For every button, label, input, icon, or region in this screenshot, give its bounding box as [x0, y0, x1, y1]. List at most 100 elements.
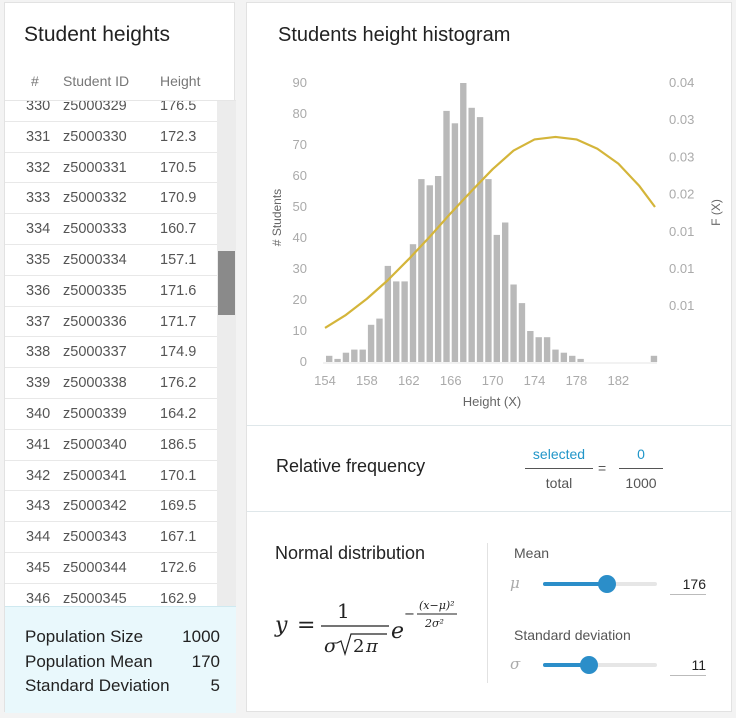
histogram-bar — [384, 265, 392, 362]
table-row[interactable]: 338 z5000337 174.9 — [5, 337, 217, 369]
std-dev-label: Standard Deviation — [25, 676, 170, 695]
table-row[interactable]: 333 z5000332 170.9 — [5, 183, 217, 215]
table-row[interactable]: 335 z5000334 157.1 — [5, 245, 217, 276]
histogram-bar — [476, 117, 484, 362]
histogram-bar — [376, 318, 383, 362]
table-row[interactable]: 344 z5000343 167.1 — [5, 522, 217, 553]
svg-text:σ: σ — [324, 635, 338, 657]
row-number: 336 — [26, 282, 51, 299]
row-student-id: z5000344 — [63, 559, 127, 576]
svg-text:2: 2 — [353, 636, 364, 657]
histogram-bar — [426, 185, 433, 362]
svg-text:=: = — [297, 613, 315, 638]
std-dev-slider-handle[interactable] — [579, 656, 598, 674]
row-number: 345 — [26, 559, 51, 576]
histogram-bar — [510, 284, 517, 362]
table-row[interactable]: 342 z5000341 170.1 — [5, 461, 217, 492]
column-header-height[interactable]: Height — [160, 73, 201, 89]
histogram-bar — [535, 337, 542, 362]
row-height: 172.3 — [160, 128, 197, 145]
x-tick-label: 166 — [440, 373, 462, 388]
y-tick-label: 80 — [293, 106, 307, 121]
scrollbar-thumb[interactable] — [218, 251, 235, 315]
row-student-id: z5000335 — [63, 282, 127, 299]
histogram-title: Students height histogram — [278, 24, 511, 46]
normal-distribution-formula: y = 1 σ 2 π e − (x−μ)² 2σ² — [274, 599, 457, 657]
x-tick-label: 158 — [356, 373, 378, 388]
histogram-bar — [409, 244, 417, 362]
y2-axis-label: F (X) — [709, 199, 723, 226]
histogram-bar — [650, 355, 658, 362]
x-tick-label: 170 — [482, 373, 504, 388]
mean-slider-handle[interactable] — [597, 575, 616, 593]
table-row[interactable]: 343 z5000342 169.5 — [5, 491, 217, 523]
histogram-bar — [451, 123, 459, 362]
y2-tick-label: 0.01 — [669, 298, 694, 313]
column-header-number[interactable]: # — [31, 73, 39, 89]
y-tick-label: 60 — [293, 168, 307, 183]
height-histogram-chart: 0 10 20 30 40 50 60 70 80 90 0.01 0.01 0.01 0.02 0.03 0… — [270, 75, 723, 409]
row-student-id: z5000329 — [63, 101, 127, 114]
row-number: 343 — [26, 498, 51, 515]
row-number: 341 — [26, 436, 51, 453]
table-row[interactable]: 331 z5000330 172.3 — [5, 122, 217, 153]
row-student-id: z5000333 — [63, 221, 127, 238]
y2-tick-label: 0.03 — [669, 112, 694, 127]
y-axis-label: # Students — [270, 189, 284, 246]
table-row[interactable]: 337 z5000336 171.7 — [5, 307, 217, 338]
histogram-bar — [569, 355, 576, 362]
row-height: 186.5 — [160, 436, 197, 453]
column-header-student-id[interactable]: Student ID — [63, 73, 130, 89]
row-student-id: z5000331 — [63, 159, 127, 176]
row-number: 332 — [26, 159, 51, 176]
x-tick-label: 178 — [566, 373, 588, 388]
table-row[interactable]: 339 z5000338 176.2 — [5, 368, 217, 399]
std-dev-slider-fill — [543, 663, 589, 667]
table-row[interactable]: 341 z5000340 186.5 — [5, 430, 217, 461]
y-tick-label: 10 — [293, 323, 307, 338]
row-height: 167.1 — [160, 529, 197, 546]
svg-text:e: e — [391, 619, 404, 644]
x-axis-label: Height (X) — [463, 394, 522, 409]
histogram-bar — [434, 176, 442, 362]
row-height: 169.5 — [160, 498, 197, 515]
table-row[interactable]: 345 z5000344 172.6 — [5, 553, 217, 584]
row-height: 170.1 — [160, 467, 197, 484]
table-row[interactable]: 334 z5000333 160.7 — [5, 214, 217, 245]
std-dev-value-field[interactable]: 11 — [670, 657, 706, 676]
histogram-bar — [577, 358, 584, 362]
mean-value-field[interactable]: 176 — [670, 576, 706, 595]
row-number: 340 — [26, 405, 51, 422]
histogram-bar — [502, 222, 509, 362]
table-row[interactable]: 332 z5000331 170.5 — [5, 153, 217, 184]
scrollbar-track[interactable] — [217, 101, 236, 606]
row-student-id: z5000338 — [63, 375, 127, 392]
row-student-id: z5000339 — [63, 405, 127, 422]
population-mean-value: 170 — [191, 652, 220, 671]
y-tick-label: 70 — [293, 137, 307, 152]
histogram-bar — [527, 331, 534, 362]
equals-sign: = — [598, 460, 607, 476]
mean-slider[interactable] — [543, 575, 657, 593]
std-dev-value: 5 — [210, 676, 220, 695]
std-dev-slider[interactable] — [543, 656, 657, 674]
table-row[interactable]: 340 z5000339 164.2 — [5, 399, 217, 430]
sigma-symbol: σ — [510, 655, 521, 673]
histogram-bar — [393, 281, 400, 362]
row-number: 346 — [26, 590, 51, 606]
table-body[interactable]: 330 z5000329 176.5 331 z5000330 172.3 332 z5000… — [5, 101, 236, 606]
total-count: 1000 — [625, 475, 657, 491]
row-height: 164.2 — [160, 405, 197, 422]
histogram-bar — [359, 349, 366, 362]
table-row[interactable]: 346 z5000345 162.9 — [5, 584, 217, 606]
table-row[interactable]: 336 z5000335 171.6 — [5, 276, 217, 307]
population-size-label: Population Size — [25, 627, 144, 646]
row-height: 172.6 — [160, 559, 197, 576]
svg-text:2σ²: 2σ² — [424, 617, 444, 630]
table-row[interactable]: 330 z5000329 176.5 — [5, 101, 217, 122]
population-mean-label: Population Mean — [25, 652, 153, 671]
mean-label: Mean — [514, 545, 550, 561]
histogram-bar — [560, 352, 568, 362]
row-height: 174.9 — [160, 344, 197, 361]
svg-text:−: − — [404, 607, 415, 622]
